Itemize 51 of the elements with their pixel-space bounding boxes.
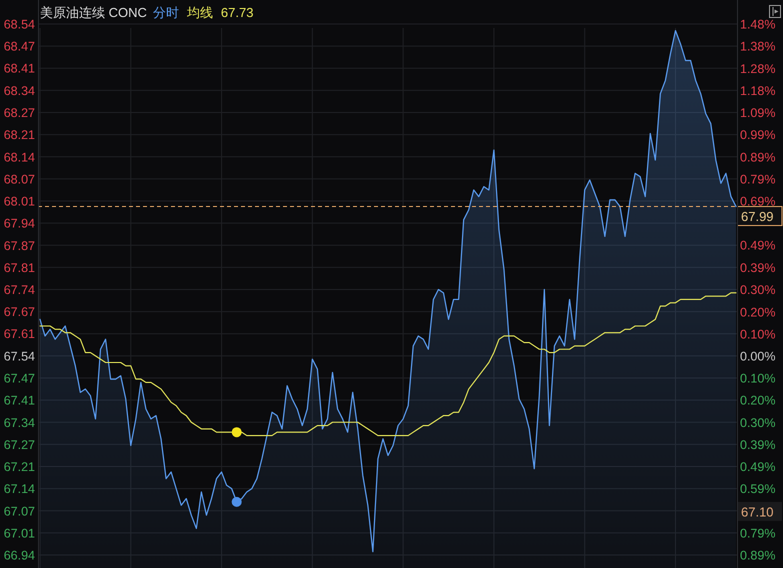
y2-tick-label: 0.49% — [740, 238, 776, 253]
y-tick-label: 68.34 — [4, 84, 36, 98]
y-tick-label: 68.54 — [4, 18, 36, 32]
y-tick-label: 67.14 — [4, 482, 36, 496]
y-tick-label: 67.41 — [4, 394, 36, 408]
y-tick-label: 68.27 — [4, 106, 36, 120]
y2-tick-label: 1.09% — [740, 106, 776, 120]
y-tick-label: 68.41 — [4, 62, 36, 76]
y2-tick-label: 0.89% — [740, 548, 776, 562]
y-tick-label: 67.74 — [4, 283, 36, 297]
y2-tick-label: 0.30% — [740, 416, 776, 430]
y2-tick-label: 0.30% — [740, 283, 776, 298]
y-tick-label: 67.27 — [4, 438, 36, 452]
ref-line-label: 67.99 — [741, 209, 774, 224]
y2-tick-label: 0.39% — [740, 260, 776, 275]
y-tick-label: 67.07 — [4, 504, 36, 518]
y2-tick-label: 1.38% — [740, 40, 776, 54]
y-tick-label: 67.81 — [4, 260, 36, 275]
y2-tick-label: 0.69% — [740, 194, 776, 209]
y-tick-label: 67.54 — [4, 349, 36, 364]
y2-tick-label: 0.00% — [740, 349, 776, 364]
y-tick-label: 67.67 — [4, 305, 36, 320]
y2-tick-label: 0.20% — [740, 305, 776, 320]
y2-tick-label: 0.99% — [740, 128, 776, 142]
y-tick-label: 67.94 — [4, 216, 36, 231]
y2-tick-label: 1.28% — [740, 62, 776, 76]
y-tick-label: 68.01 — [4, 194, 36, 208]
y-tick-label: 67.21 — [4, 460, 36, 474]
y2-tick-label: 1.18% — [740, 84, 776, 98]
y-tick-label: 67.47 — [4, 372, 36, 386]
legend: 分时 均线 — [152, 5, 213, 20]
y2-tick-label: 0.39% — [740, 438, 776, 452]
y2-tick-label: 0.89% — [740, 150, 776, 164]
y2-tick-label: 0.49% — [740, 460, 776, 474]
y-tick-label: 67.34 — [4, 416, 36, 430]
y2-tick-label: 0.10% — [740, 327, 776, 342]
y-tick-label: 68.14 — [4, 150, 36, 164]
y-tick-label: 67.87 — [4, 238, 36, 253]
y-tick-label: 68.47 — [4, 40, 36, 54]
y-tick-label: 66.94 — [4, 548, 36, 562]
y2-tick-label: 0.79% — [740, 172, 776, 186]
y-tick-label: 68.07 — [4, 172, 36, 186]
y2-tick-label: 0.10% — [740, 372, 776, 386]
y2-tick-label: 1.48% — [740, 18, 776, 32]
y-tick-label: 67.61 — [4, 327, 36, 342]
y2-tick-label: 0.20% — [740, 394, 776, 408]
y2-tick-label: 0.79% — [740, 526, 776, 541]
y-tick-label: 67.01 — [4, 526, 36, 540]
y2-tick-label: 0.59% — [740, 482, 776, 496]
title: 美原油连续 CONC — [40, 5, 147, 20]
y-tick-label: 68.21 — [4, 128, 36, 142]
